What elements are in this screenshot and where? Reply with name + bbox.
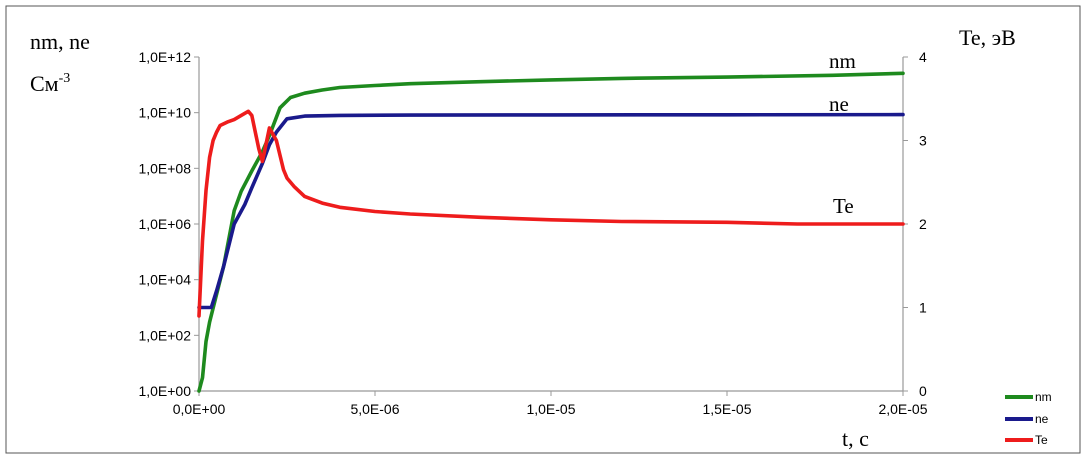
left-axis-unit-base: См	[30, 71, 59, 96]
legend-label-te: Te	[1035, 433, 1048, 447]
right-tick-label: 3	[919, 133, 927, 149]
left-axis-label: nm, ne	[30, 29, 90, 54]
x-tick-label: 2,0E-05	[878, 401, 927, 417]
series-line-ne	[197, 112, 905, 310]
x-axis-label: t, c	[842, 426, 869, 451]
left-tick-label: 1,0E+06	[138, 216, 191, 232]
left-tick-label: 1,0E+08	[138, 160, 191, 176]
annotation-te: Te	[833, 194, 854, 218]
ticks-layer: 1,0E+00 1,0E+02 1,0E+04 1,0E+06 1,0E+08 1,0E+…	[138, 49, 927, 417]
x-tick-label: 1,0E-05	[526, 401, 575, 417]
x-tick-label: 0,0E+00	[173, 401, 226, 417]
left-tick-label: 1,0E+02	[138, 327, 191, 343]
annotation-nm: nm	[829, 49, 856, 73]
chart-legend: nm ne Te	[1005, 390, 1052, 447]
series-layer	[197, 71, 905, 393]
x-tick-label: 1,5E-05	[702, 401, 751, 417]
right-tick-label: 4	[919, 49, 927, 65]
series-line-te	[197, 109, 905, 318]
left-axis-unit-exponent: -3	[59, 71, 71, 86]
legend-label-nm: nm	[1035, 390, 1052, 404]
legend-label-ne: ne	[1035, 412, 1049, 426]
x-tick-label: 5,0E-06	[350, 401, 399, 417]
left-tick-label: 1,0E+12	[138, 49, 191, 65]
right-tick-label: 0	[919, 383, 927, 399]
left-axis-unit: См-3	[30, 71, 70, 96]
right-tick-label: 2	[919, 216, 927, 232]
left-tick-label: 1,0E+10	[138, 105, 191, 121]
right-tick-label: 1	[919, 300, 927, 316]
left-tick-label: 1,0E+00	[138, 383, 191, 399]
left-tick-label: 1,0E+04	[138, 272, 191, 288]
annotation-ne: ne	[829, 92, 849, 116]
right-axis-label: Te, эВ	[959, 25, 1016, 50]
